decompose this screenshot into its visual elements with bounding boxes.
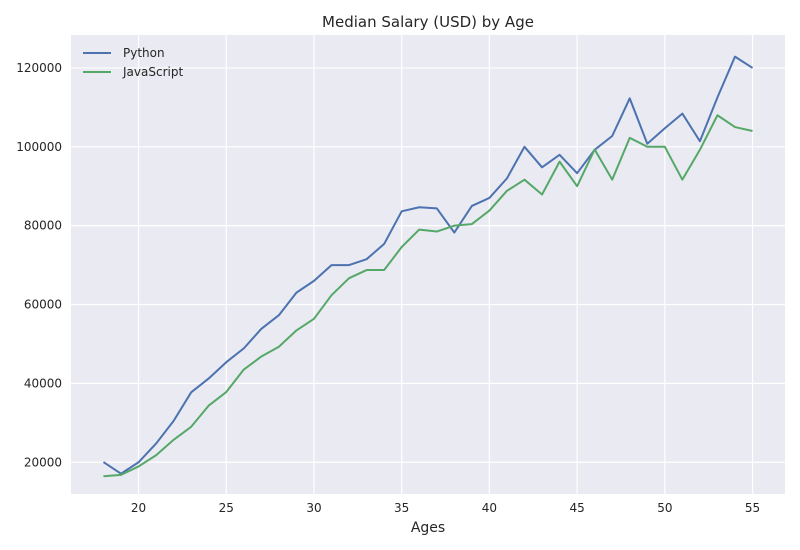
- x-tick-label: 45: [569, 501, 584, 515]
- series-line-python: [102, 55, 754, 475]
- y-tick-label: 100000: [16, 140, 62, 154]
- plot-area: [71, 35, 785, 494]
- series-layer: [102, 55, 754, 478]
- x-tick-label: 50: [657, 501, 672, 515]
- legend-label-javascript: JavaScript: [122, 65, 183, 79]
- x-tick-label: 20: [131, 501, 146, 515]
- legend: Python JavaScript: [83, 46, 183, 79]
- x-tick-labels: 20 25 30 35 40 45 50 55: [131, 501, 760, 515]
- series-line-javascript: [103, 114, 753, 478]
- x-tick-label: 25: [219, 501, 234, 515]
- gridlines: [71, 35, 785, 494]
- y-tick-label: 20000: [24, 455, 62, 469]
- x-tick-label: 40: [482, 501, 497, 515]
- x-axis-label: Ages: [411, 520, 445, 536]
- x-tick-label: 35: [394, 501, 409, 515]
- y-tick-labels: 20000 40000 60000 80000 100000 120000: [16, 61, 62, 469]
- y-tick-label: 120000: [16, 61, 62, 75]
- y-tick-label: 40000: [24, 376, 62, 390]
- y-tick-label: 60000: [24, 298, 62, 312]
- legend-label-python: Python: [123, 46, 165, 60]
- y-tick-label: 80000: [24, 219, 62, 233]
- x-tick-label: 30: [306, 501, 321, 515]
- chart-title: Median Salary (USD) by Age: [322, 13, 534, 31]
- x-tick-label: 55: [745, 501, 760, 515]
